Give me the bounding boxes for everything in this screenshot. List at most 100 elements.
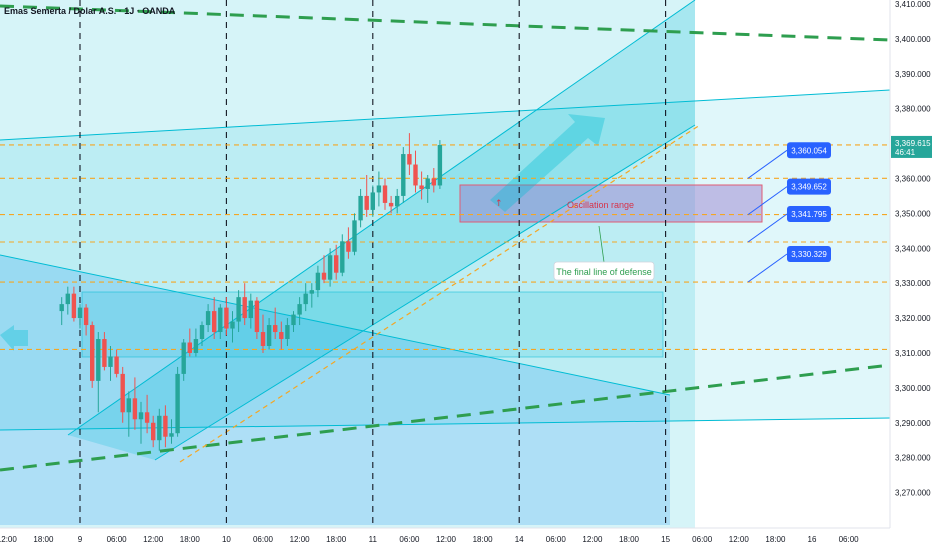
time-tick-label: 18:00 (326, 535, 347, 544)
time-axis[interactable]: 12:00 18:00 9 06:00 12:00 18:00 10 06:00 12:00 18… (0, 527, 932, 550)
support-trendline (179, 124, 701, 463)
time-tick-label: 06:00 (546, 535, 567, 544)
chart-title: Emas Semerta / Dolar A.S. · 1J · OANDA (4, 6, 176, 16)
up-arrow-glyph: ↑ (495, 199, 503, 209)
annotations: Oscillation range The final line of defe… (495, 199, 655, 281)
candle-body (157, 415, 162, 441)
candle-body (181, 342, 186, 374)
candle-body (102, 339, 107, 367)
candle-body (120, 373, 125, 413)
candle-body (108, 356, 113, 367)
level-leader (747, 149, 788, 179)
candle-body (199, 325, 205, 340)
level-label: 3,330.329 (791, 250, 827, 259)
candle-body (388, 202, 394, 207)
time-tick-label: 14 (515, 535, 524, 544)
price-tick-label: 3,320.000 (895, 314, 931, 323)
candle-body (266, 325, 272, 346)
candle-body (321, 272, 327, 280)
channel-edge (0, 89, 891, 141)
level-label-box (787, 246, 831, 263)
candle-body (297, 304, 302, 315)
level-label: 3,341.795 (791, 210, 827, 219)
time-tick-label: 12:00 (290, 535, 311, 544)
time-tick-label: 12:00 (729, 535, 750, 544)
candle-body (340, 241, 345, 273)
candle-body (187, 342, 192, 353)
price-tick-label: 3,400.000 (895, 35, 931, 44)
candle-body (83, 307, 89, 326)
level-label-box (787, 142, 831, 159)
time-tick-label: 06:00 (839, 535, 860, 544)
price-tick-label: 3,350.000 (895, 209, 931, 218)
candles (59, 133, 443, 451)
channel-edge (0, 417, 891, 431)
time-tick-label: 12:00 (143, 535, 164, 544)
vertical-separators (79, 0, 667, 528)
candle-body (59, 304, 64, 312)
price-axis[interactable]: 3,270.000 3,280.000 3,290.000 3,300.000 3,31… (889, 0, 932, 528)
level-labels: 3,360.054 3,349.652 3,341.795 3,330.329 3,36… (747, 135, 932, 283)
price-tick-label: 3,380.000 (895, 105, 931, 114)
price-levels (0, 144, 890, 351)
price-tick-label: 3,280.000 (895, 454, 931, 463)
candle-body (218, 307, 223, 333)
time-tick-label: 18:00 (619, 535, 640, 544)
candle-body (205, 311, 211, 326)
candle-body (169, 433, 174, 437)
price-tick-label: 3,410.000 (895, 0, 931, 9)
candle-body (413, 164, 418, 186)
candle-body (254, 300, 260, 333)
time-tick-label: 06:00 (253, 535, 274, 544)
time-tick-label: 11 (369, 535, 378, 544)
price-tick-label: 3,310.000 (895, 349, 931, 358)
candle-body (279, 332, 284, 340)
candle-body (71, 293, 77, 319)
time-tick-label: 12:00 (582, 535, 603, 544)
candle-body (224, 307, 229, 329)
price-tick-label: 3,300.000 (895, 384, 931, 393)
left-arrow (0, 325, 28, 351)
channel-edge (67, 0, 696, 436)
time-tick-label: 06:00 (692, 535, 713, 544)
horizontal-band (0, 90, 890, 430)
level-label: 3,360.054 (791, 146, 827, 155)
candle-body (407, 154, 412, 165)
time-tick-label: 06:00 (107, 535, 128, 544)
time-tick-label: 16 (808, 535, 817, 544)
bar-countdown: 46:41 (895, 148, 916, 157)
price-tick-label: 3,270.000 (895, 489, 931, 498)
candle-body (138, 412, 144, 420)
candle-body (144, 412, 150, 423)
candle-body (242, 297, 247, 319)
candle-body (431, 178, 436, 186)
level-label-box (787, 178, 831, 195)
level-label-box (787, 206, 831, 223)
candle-body (151, 422, 156, 441)
candle-body (132, 398, 138, 420)
candle-body (346, 241, 351, 252)
candle-body (291, 314, 296, 326)
candle-body (285, 325, 290, 340)
candle-body (90, 325, 95, 381)
time-tick-label: 06:00 (399, 535, 420, 544)
time-tick-label: 18:00 (765, 535, 786, 544)
price-ticks: 3,270.000 3,280.000 3,290.000 3,300.000 3,31… (895, 0, 931, 498)
time-tick-label: 12:00 (0, 535, 17, 544)
ascending-channel (68, 0, 695, 460)
time-tick-label: 18:00 (473, 535, 494, 544)
current-price-label: 3,369.615 (895, 139, 931, 148)
channel-edge (0, 254, 671, 396)
level-label: 3,349.652 (791, 183, 827, 192)
candle-body (376, 185, 382, 193)
candle-body (437, 144, 443, 186)
time-tick-label: 18:00 (33, 535, 54, 544)
trendline-lower (0, 363, 891, 472)
price-tick-label: 3,290.000 (895, 419, 931, 428)
candle-body (315, 272, 321, 291)
time-tick-label: 10 (222, 535, 231, 544)
candle-body (126, 398, 131, 413)
current-price-tag (891, 135, 932, 158)
candle-body (212, 311, 217, 333)
